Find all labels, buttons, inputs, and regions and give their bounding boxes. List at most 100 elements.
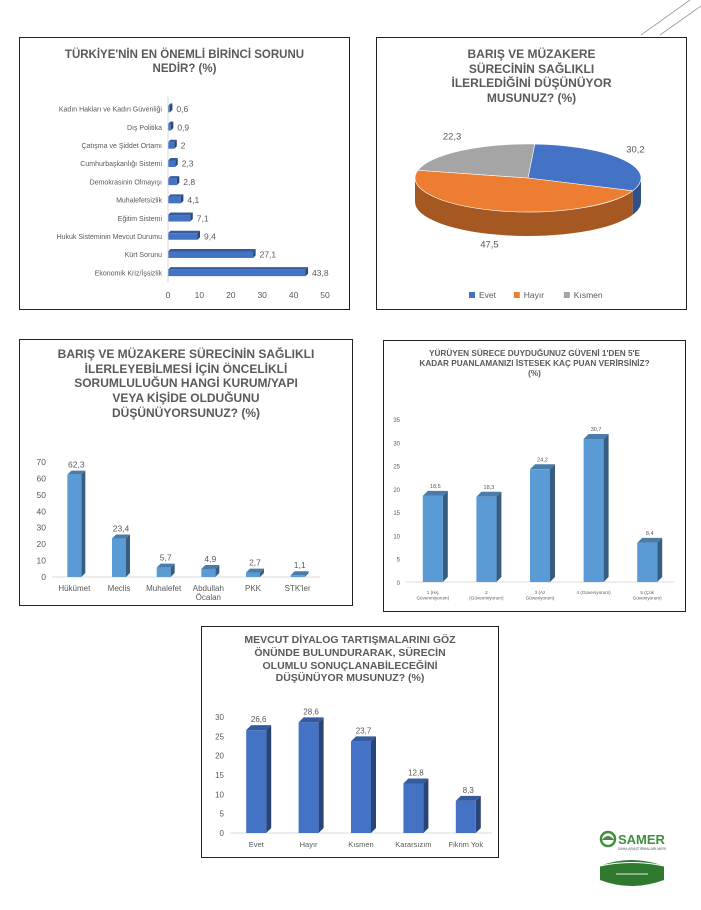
category-label: 1 (Hiç Güvenmiyorum) <box>416 590 449 600</box>
legend-swatch <box>563 292 570 298</box>
bar <box>583 434 609 582</box>
chart-card-trust-score: YÜRÜYEN SÜRECE DUYDUĞUNUZ GÜVENİ 1'DEN 5… <box>383 340 686 612</box>
bar <box>351 736 376 833</box>
chart-card-peace-process: BARIŞ VE MÜZAKERE SÜRECİNİN SAĞLIKLI İLE… <box>376 37 687 310</box>
chart-card-main-problem: TÜRKİYE'NİN EN ÖNEMLİ BİRİNCİ SORUNU NED… <box>19 37 350 310</box>
data-label: 7,1 <box>197 213 209 223</box>
data-label: 5,7 <box>160 553 172 563</box>
x-tick-label: 0 <box>166 290 171 300</box>
y-tick-label: 30 <box>37 523 47 533</box>
category-label: Cumhurbaşkanlığı Sistemi <box>80 161 162 168</box>
svg-text:SAMER: SAMER <box>618 832 666 847</box>
pie-slice <box>417 143 536 179</box>
bar <box>168 157 178 167</box>
bar <box>476 491 502 582</box>
samer-logo: SAMER SAHA ARAŞTIRMALARI MERKEZİ <box>599 830 666 886</box>
y-tick-label: 70 <box>37 457 47 467</box>
y-tick-label: 0 <box>220 829 225 838</box>
bar-chart-positive-outcome: 0 5 10 15 20 25 30 26,6 Evet 28,6 Hayır 23,7 Kısmen 1… <box>215 707 492 849</box>
legend-swatch <box>513 292 520 298</box>
y-tick-label: 0 <box>397 581 401 587</box>
data-label: 9,4 <box>204 232 216 242</box>
data-label: 28,6 <box>303 707 319 716</box>
data-label: 0,9 <box>177 122 189 132</box>
category-label: STK'ler <box>285 584 311 593</box>
category-label: Çatışma ve Şiddet Ortamı <box>81 143 162 150</box>
bar <box>168 267 309 277</box>
bar <box>298 717 324 833</box>
bar <box>168 121 174 131</box>
data-label: 62,3 <box>68 460 85 470</box>
category-label: Hükümet <box>58 584 91 593</box>
bar <box>201 564 220 577</box>
chart-card-positive-outcome: MEVCUT DİYALOG TARTIŞMALARINI GÖZ ÖNÜNDE… <box>201 626 499 858</box>
data-label: 23,7 <box>356 726 372 735</box>
bar <box>168 248 256 258</box>
data-label: 2,8 <box>183 177 195 187</box>
data-label: 47,5 <box>480 240 499 251</box>
chart-title: YÜRÜYEN SÜRECE DUYDUĞUNUZ GÜVENİ 1'DEN 5… <box>419 349 650 378</box>
y-tick-label: 10 <box>393 534 400 540</box>
data-label: 8,3 <box>463 786 475 795</box>
bar <box>112 534 130 577</box>
y-tick-label: 0 <box>41 572 46 582</box>
legend-label: Kısmen <box>574 290 603 300</box>
category-label: Hayır <box>300 840 318 849</box>
data-label: 30,7 <box>591 427 602 433</box>
data-label: 12,8 <box>408 769 424 778</box>
pie-slice <box>527 143 642 192</box>
y-tick-label: 50 <box>37 490 47 500</box>
bar-chart-responsibility: 0 10 20 30 40 50 60 70 62,3 Hükümet 23,4 Meclis 5,7 M… <box>37 457 320 602</box>
bar <box>246 725 272 833</box>
bar <box>156 563 175 577</box>
category-label: Muhalefet <box>146 584 182 593</box>
y-tick-label: 15 <box>393 511 400 517</box>
y-tick-label: 15 <box>215 771 224 780</box>
y-tick-label: 60 <box>37 473 47 483</box>
legend-swatch <box>469 292 475 298</box>
data-label: 23,4 <box>113 524 130 534</box>
x-tick-label: 10 <box>195 290 205 300</box>
data-label: 43,8 <box>312 268 329 278</box>
pie-slice-side <box>632 178 641 215</box>
data-label: 24,2 <box>537 457 548 463</box>
y-tick-label: 20 <box>393 488 400 494</box>
bar <box>246 568 264 577</box>
y-tick-label: 20 <box>215 752 224 761</box>
data-label: 4,9 <box>204 554 216 564</box>
category-label: Muhalefetsizlik <box>116 198 162 205</box>
bar <box>168 176 180 186</box>
bar-chart-main-problem: Kadın Hakları ve Kadın Güvenliği 0,6 Dış P… <box>57 96 330 300</box>
data-label: 8,4 <box>646 531 654 537</box>
bar <box>403 778 429 833</box>
category-label: Kadın Hakları ve Kadın Güvenliği <box>59 107 163 114</box>
category-label: PKK <box>245 584 262 593</box>
category-label: Abdullah Öcalan <box>193 584 224 602</box>
category-label: 3 (Az Güveniyorum) <box>526 590 555 600</box>
bar <box>168 212 193 222</box>
svg-text:SAHA ARAŞTIRMALARI MERKEZİ: SAHA ARAŞTIRMALARI MERKEZİ <box>618 846 666 851</box>
chart-title: BARIŞ VE MÜZAKERE SÜRECİNİN SAĞLIKLI İLE… <box>57 347 315 420</box>
data-label: 18,5 <box>430 484 441 490</box>
bar <box>455 795 481 833</box>
y-tick-label: 25 <box>393 465 400 471</box>
data-label: 0,6 <box>176 104 188 114</box>
chart-title: TÜRKİYE'NİN EN ÖNEMLİ BİRİNCİ SORUNU NED… <box>64 49 305 76</box>
y-tick-label: 5 <box>220 810 225 819</box>
legend-label: Evet <box>479 290 497 300</box>
y-tick-label: 30 <box>215 713 224 722</box>
y-tick-label: 10 <box>37 556 47 566</box>
chart-title: BARIŞ VE MÜZAKERE SÜRECİNİN SAĞLIKLI İLE… <box>451 47 612 105</box>
y-tick-label: 5 <box>397 558 401 564</box>
bar <box>168 103 173 113</box>
data-label: 1,1 <box>294 560 306 570</box>
data-label: 26,6 <box>251 715 267 724</box>
category-label: Hukuk Sisteminin Mevcut Durumu <box>57 234 163 241</box>
pie-chart-peace-process: 30,2 47,5 22,3 Evet Hayır Kısmen <box>414 132 645 300</box>
x-tick-label: 20 <box>226 290 236 300</box>
category-label: 2 (Güvenmiyorum) <box>469 590 504 600</box>
category-label: 4 (Güveniyorum) <box>576 590 611 595</box>
category-label: Ekonomik Kriz/İşsizlik <box>95 268 163 277</box>
category-label: Kısmen <box>348 840 373 849</box>
